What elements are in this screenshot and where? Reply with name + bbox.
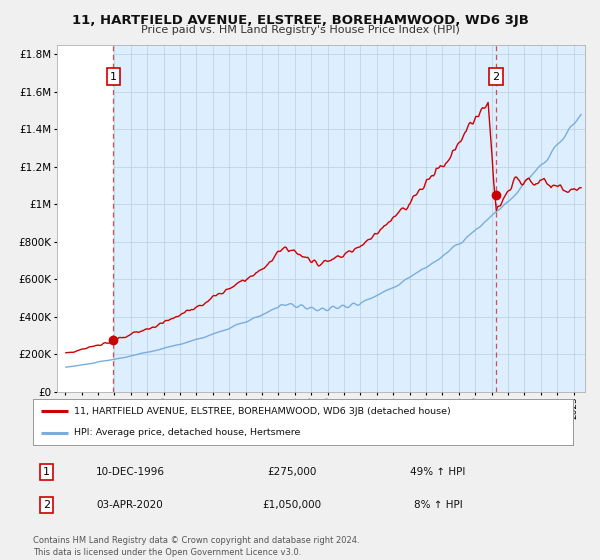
Text: 1: 1	[43, 467, 50, 477]
Text: 11, HARTFIELD AVENUE, ELSTREE, BOREHAMWOOD, WD6 3JB: 11, HARTFIELD AVENUE, ELSTREE, BOREHAMWO…	[71, 14, 529, 27]
Text: 11, HARTFIELD AVENUE, ELSTREE, BOREHAMWOOD, WD6 3JB (detached house): 11, HARTFIELD AVENUE, ELSTREE, BOREHAMWO…	[74, 407, 450, 416]
Text: 03-APR-2020: 03-APR-2020	[97, 500, 164, 510]
Text: Contains HM Land Registry data © Crown copyright and database right 2024.
This d: Contains HM Land Registry data © Crown c…	[33, 536, 359, 557]
Text: £275,000: £275,000	[268, 467, 317, 477]
Bar	[57, 45, 113, 392]
Text: HPI: Average price, detached house, Hertsmere: HPI: Average price, detached house, Hert…	[74, 428, 300, 437]
Text: Price paid vs. HM Land Registry's House Price Index (HPI): Price paid vs. HM Land Registry's House …	[140, 25, 460, 35]
Text: £1,050,000: £1,050,000	[263, 500, 322, 510]
Text: 1: 1	[110, 72, 117, 82]
Text: 49% ↑ HPI: 49% ↑ HPI	[410, 467, 466, 477]
Text: 2: 2	[43, 500, 50, 510]
Text: 10-DEC-1996: 10-DEC-1996	[96, 467, 164, 477]
Text: 8% ↑ HPI: 8% ↑ HPI	[413, 500, 463, 510]
Text: 2: 2	[492, 72, 499, 82]
